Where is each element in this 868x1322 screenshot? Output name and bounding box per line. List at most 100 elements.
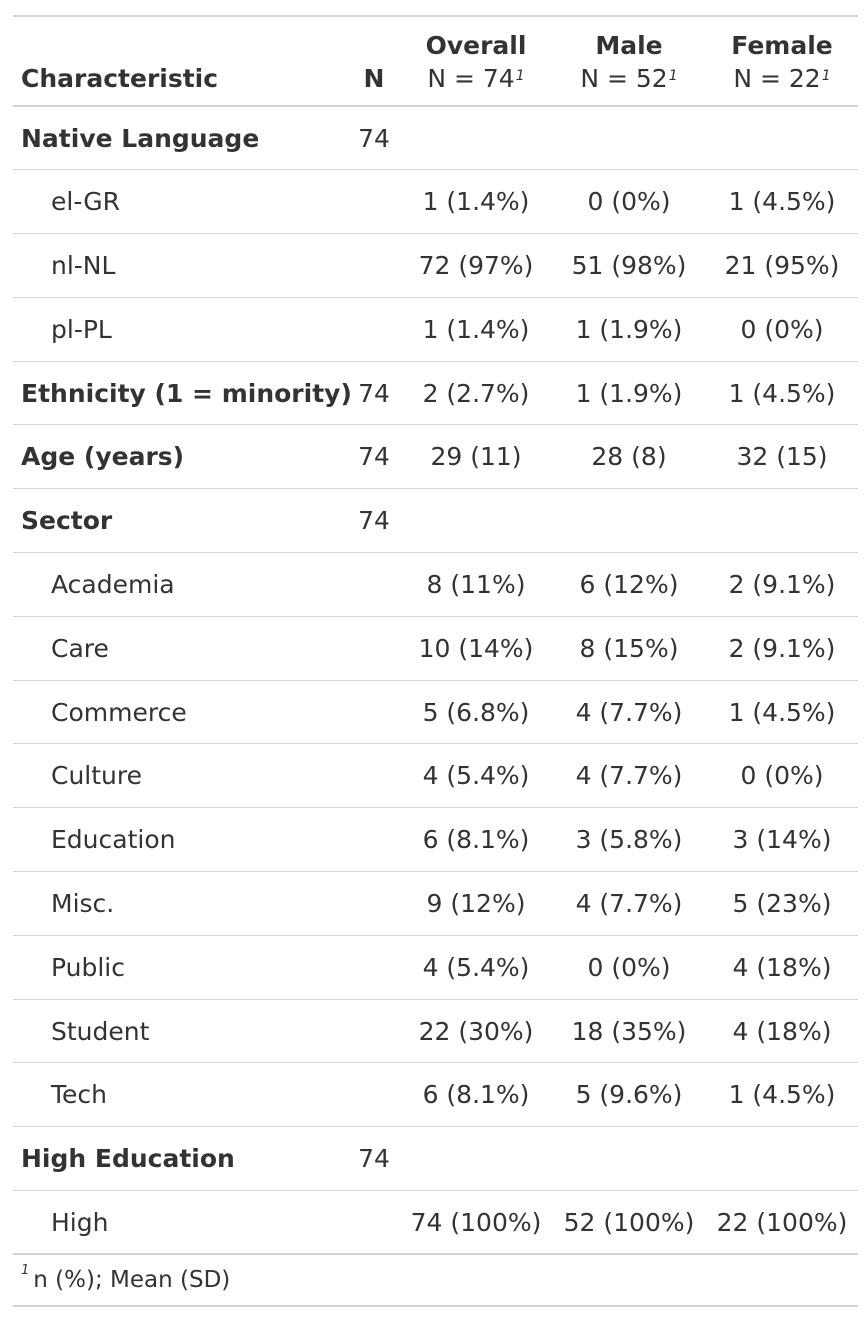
overall-cell: 10 (14%) xyxy=(400,616,552,681)
summary-table-container: Characteristic N Overall N = 741 Male N … xyxy=(13,15,858,1308)
overall-cell xyxy=(400,106,552,171)
overall-cell xyxy=(400,488,552,554)
male-cell xyxy=(552,488,706,554)
table-body: Native Language 74 el-GR 1 (1.4%) 0 (0%)… xyxy=(13,106,858,1254)
overall-footnote-mark: 1 xyxy=(515,68,525,84)
footnote-mark: 1 xyxy=(21,1263,30,1279)
n-cell xyxy=(348,169,400,235)
row-label: Student xyxy=(13,999,348,1064)
n-cell xyxy=(348,297,400,362)
table-row: pl-PL 1 (1.4%) 1 (1.9%) 0 (0%) xyxy=(13,297,858,362)
overall-cell: 74 (100%) xyxy=(410,1207,542,1237)
table-row: Culture 4 (5.4%) 4 (7.7%) 0 (0%) xyxy=(13,743,858,809)
table-row: Academia 8 (11%) 6 (12%) 2 (9.1%) xyxy=(13,552,858,617)
n-cell xyxy=(348,935,400,1000)
table-row: Tech 6 (8.1%) 5 (9.6%) 1 (4.5%) xyxy=(13,1062,858,1128)
female-cell: 0 (0%) xyxy=(706,743,858,809)
male-header: Male N = 521 xyxy=(552,16,706,107)
n-cell xyxy=(348,999,400,1064)
male-cell: 4 (7.7%) xyxy=(552,871,706,936)
row-label: Age (years) xyxy=(13,424,348,490)
table-header: Characteristic N Overall N = 741 Male N … xyxy=(13,16,858,107)
male-cell: 0 (0%) xyxy=(552,169,706,235)
row-label: el-GR xyxy=(13,169,348,235)
row-label: nl-NL xyxy=(13,233,348,298)
row-label: Culture xyxy=(13,743,348,809)
row-label: Academia xyxy=(13,552,348,617)
table-row: Care 10 (14%) 8 (15%) 2 (9.1%) xyxy=(13,616,858,681)
male-cell xyxy=(552,106,706,171)
overall-cell: 4 (5.4%) xyxy=(400,935,552,1000)
row-label: High xyxy=(51,1207,109,1237)
n-cell xyxy=(348,1062,400,1128)
n-cell: 74 xyxy=(348,361,400,426)
male-cell: 1 (1.9%) xyxy=(552,361,706,426)
overall-cell: 9 (12%) xyxy=(400,871,552,936)
female-footnote-mark: 1 xyxy=(821,68,831,84)
overall-cell: 1 (1.4%) xyxy=(400,169,552,235)
row-label: Sector xyxy=(13,488,348,554)
female-header: Female N = 221 xyxy=(706,16,858,107)
female-cell: 5 (23%) xyxy=(706,871,858,936)
female-header-count: N = 221 xyxy=(706,62,858,95)
female-cell xyxy=(706,106,858,171)
female-cell: 4 (18%) xyxy=(706,999,858,1064)
female-cell: 1 (4.5%) xyxy=(706,361,858,426)
male-footnote-mark: 1 xyxy=(668,68,678,84)
n-cell xyxy=(348,743,400,809)
table-row: nl-NL 72 (97%) 51 (98%) 21 (95%) xyxy=(13,233,858,298)
female-cell: 2 (9.1%) xyxy=(706,616,858,681)
n-cell: 74 xyxy=(348,1126,400,1192)
table-row: Native Language 74 xyxy=(13,106,858,171)
female-header-count-text: N = 22 xyxy=(733,64,821,93)
male-cell: 5 (9.6%) xyxy=(552,1062,706,1128)
female-cell xyxy=(706,488,858,554)
n-cell xyxy=(348,616,400,681)
row-label: High Education xyxy=(13,1126,348,1192)
footnote-text: n (%); Mean (SD) xyxy=(33,1267,231,1294)
n-cell: 74 xyxy=(348,488,400,554)
table-row: Education 6 (8.1%) 3 (5.8%) 3 (14%) xyxy=(13,807,858,873)
summary-table: Characteristic N Overall N = 741 Male N … xyxy=(13,15,858,1308)
male-cell: 52 (100%) xyxy=(563,1207,695,1237)
female-header-name: Female xyxy=(731,31,833,60)
table-row: el-GR 1 (1.4%) 0 (0%) 1 (4.5%) xyxy=(13,169,858,235)
row-label: Native Language xyxy=(13,106,348,171)
female-cell: 21 (95%) xyxy=(706,233,858,298)
table-row: Sector 74 xyxy=(13,488,858,554)
row-label: Care xyxy=(13,616,348,681)
n-cell xyxy=(348,1191,400,1255)
overall-cell: 1 (1.4%) xyxy=(400,297,552,362)
female-cell: 1 (4.5%) xyxy=(706,169,858,235)
overall-cell: 6 (8.1%) xyxy=(400,807,552,873)
overall-header: Overall N = 741 xyxy=(400,16,552,107)
overall-cell: 22 (30%) xyxy=(400,999,552,1064)
overall-cell: 29 (11) xyxy=(400,424,552,490)
row-label: Public xyxy=(13,935,348,1000)
male-cell: 0 (0%) xyxy=(552,935,706,1000)
overall-header-name: Overall xyxy=(425,31,527,60)
n-cell xyxy=(348,552,400,617)
row-label: Commerce xyxy=(13,680,348,745)
row-label: Ethnicity (1 = minority) xyxy=(13,361,352,426)
male-cell: 6 (12%) xyxy=(552,552,706,617)
female-cell: 1 (4.5%) xyxy=(706,680,858,745)
male-header-count-text: N = 52 xyxy=(580,64,668,93)
female-cell: 32 (15) xyxy=(706,424,858,490)
table-row: Commerce 5 (6.8%) 4 (7.7%) 1 (4.5%) xyxy=(13,680,858,745)
overall-header-count-text: N = 74 xyxy=(427,64,515,93)
male-cell xyxy=(552,1126,706,1192)
table-row: High 74 (100%) 52 (100%) 22 (100%) xyxy=(13,1191,858,1255)
overall-cell: 4 (5.4%) xyxy=(400,743,552,809)
overall-cell: 72 (97%) xyxy=(400,233,552,298)
n-cell: 74 xyxy=(348,424,400,490)
row-label: pl-PL xyxy=(13,297,348,362)
n-cell xyxy=(348,233,400,298)
n-cell: 74 xyxy=(348,106,400,171)
n-cell xyxy=(348,680,400,745)
male-cell: 3 (5.8%) xyxy=(552,807,706,873)
male-header-name: Male xyxy=(595,31,663,60)
